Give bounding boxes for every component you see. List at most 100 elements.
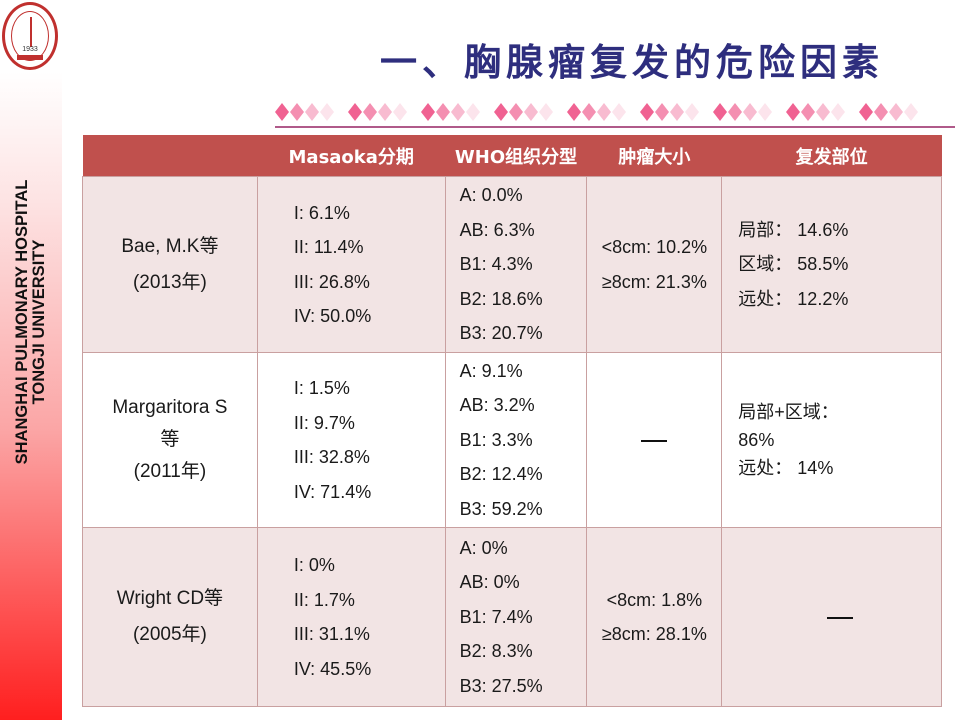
sidebar-gradient-band: SHANGHAI PULMONARY HOSPITAL TONGJI UNIVE…	[0, 72, 62, 720]
recurrence-site-list	[721, 527, 942, 707]
not-available-dash	[587, 423, 721, 458]
tumor-size-list-item: ≥8cm: 21.3%	[601, 271, 707, 292]
who-type-list-item: B1: 3.3%	[459, 429, 533, 450]
recurrence-site-list: 局部+区域： 86% 远处： 14%	[721, 352, 942, 528]
masaoka-stage-list-item: IV: 71.4%	[293, 481, 372, 502]
who-type-list-item: B1: 7.4%	[459, 606, 533, 627]
who-type-list-item: A: 9.1%	[459, 360, 523, 381]
diamond-group	[786, 103, 845, 121]
study-year: (2013年)	[132, 271, 207, 293]
diamond-group	[713, 103, 772, 121]
who-type-list-item: B3: 27.5%	[459, 675, 543, 696]
diamond-group	[859, 103, 918, 121]
diamond-icon	[378, 103, 392, 121]
diamond-icon	[509, 103, 523, 121]
diamond-group	[567, 103, 626, 121]
header-site: 复发部位	[721, 135, 942, 177]
who-type-list-item: A: 0%	[459, 537, 508, 558]
study-year: (2011年)	[133, 461, 207, 482]
diamond-icon	[393, 103, 407, 121]
diamond-icon	[670, 103, 684, 121]
diamond-icon	[290, 103, 304, 121]
diamond-icon	[758, 103, 772, 121]
diamond-group	[494, 103, 553, 121]
masaoka-stage-list-item: III: 31.1%	[293, 624, 370, 644]
study-author: Margaritora S	[112, 397, 228, 418]
masaoka-stage-list: I: 6.1% II: 11.4% III: 26.8% IV: 50.0%	[256, 176, 446, 353]
tumor-size-list-item: ≥8cm: 28.1%	[601, 624, 707, 644]
diamond-icon	[597, 103, 611, 121]
table-row: Bae, M.K等 (2013年) I: 6.1% II: 11.4% III: 26.…	[82, 176, 942, 353]
diamond-icon	[859, 103, 873, 121]
diamond-group	[421, 103, 480, 121]
who-type-list: A: 0% AB: 0% B1: 7.4% B2: 8.3% B3: 27.5%	[444, 527, 588, 707]
not-available-dash	[738, 600, 941, 635]
who-type-list: A: 9.1% AB: 3.2% B1: 3.3% B2: 12.4% B3: 59.2…	[444, 352, 588, 528]
who-type-list-item: B2: 8.3%	[459, 641, 533, 662]
diamond-icon	[451, 103, 465, 121]
masaoka-stage-list: I: 1.5% II: 9.7% III: 32.8% IV: 71.4%	[256, 352, 446, 528]
tumor-size-list-item: <8cm: 10.2%	[601, 237, 708, 257]
diamond-icon	[363, 103, 377, 121]
logo-band	[17, 55, 43, 60]
table-row: Margaritora S 等 (2011年) I: 1.5% II: 9.7% III:…	[82, 352, 942, 528]
diamond-icon	[743, 103, 757, 121]
diamond-icon	[421, 103, 435, 121]
diamond-icon	[889, 103, 903, 121]
diamond-icon	[436, 103, 450, 121]
masaoka-stage-list-item: II: 9.7%	[293, 412, 355, 433]
study-author-extra: 等	[160, 429, 180, 450]
study-author-cell: Bae, M.K等 (2013年)	[82, 176, 258, 353]
study-year: (2005年)	[132, 624, 207, 645]
diamond-group	[348, 103, 407, 121]
diamond-icon	[539, 103, 553, 121]
who-type-list-item: B2: 12.4%	[459, 464, 543, 485]
sidebar-institution-text: SHANGHAI PULMONARY HOSPITAL TONGJI UNIVE…	[13, 179, 48, 465]
dash-icon	[826, 617, 853, 619]
recurrence-site-list-item: 区域： 58.5%	[738, 254, 849, 275]
diamond-icon	[786, 103, 800, 121]
recurrence-site-list: 局部： 14.6% 区域： 58.5% 远处： 12.2%	[721, 176, 942, 353]
masaoka-stage-list-item: I: 1.5%	[293, 378, 350, 398]
study-author: Wright CD等	[116, 588, 224, 609]
who-type-list-item: AB: 0%	[459, 572, 520, 593]
decorative-diamond-row	[275, 103, 918, 121]
masaoka-stage-list-item: I: 6.1%	[293, 202, 350, 223]
diamond-icon	[801, 103, 815, 121]
diamond-icon	[713, 103, 727, 121]
sidebar-line-2: TONGJI UNIVERSITY	[30, 239, 48, 405]
diamond-icon	[582, 103, 596, 121]
diamond-icon	[305, 103, 319, 121]
sidebar-line-1: SHANGHAI PULMONARY HOSPITAL	[13, 179, 31, 465]
logo-ring	[11, 11, 49, 61]
diamond-icon	[640, 103, 654, 121]
recurrence-site-list-item: 远处： 12.2%	[738, 288, 849, 309]
who-type-list-item: B1: 4.3%	[459, 254, 533, 275]
slide-title: 一、胸腺瘤复发的危险因素	[380, 40, 884, 84]
diamond-group	[275, 103, 334, 121]
masaoka-stage-list: I: 0% II: 1.7% III: 31.1% IV: 45.5%	[256, 527, 446, 707]
recurrence-site-list-item: 86%	[738, 430, 775, 450]
diamond-icon	[874, 103, 888, 121]
tumor-size-list: <8cm: 10.2% ≥8cm: 21.3%	[586, 176, 723, 353]
who-type-list-item: AB: 6.3%	[459, 219, 535, 240]
header-masaoka: Masaoka分期	[257, 135, 446, 177]
masaoka-stage-list-item: III: 32.8%	[293, 447, 370, 467]
header-who: WHO组织分型	[445, 135, 587, 177]
who-type-list-item: B3: 20.7%	[459, 323, 543, 344]
study-author: Bae, M.K等	[121, 235, 219, 257]
recurrence-site-list-item: 远处： 14%	[738, 458, 834, 478]
table-header-row: Masaoka分期 WHO组织分型 肿瘤大小 复发部位	[82, 135, 942, 177]
diamond-icon	[320, 103, 334, 121]
study-author-cell: Margaritora S 等 (2011年)	[82, 352, 258, 528]
study-author-cell: Wright CD等 (2005年)	[82, 527, 258, 707]
who-type-list-item: AB: 3.2%	[459, 395, 535, 416]
logo-year: 1933	[22, 46, 38, 53]
tumor-size-list	[586, 352, 723, 528]
diamond-icon	[904, 103, 918, 121]
diamond-icon	[831, 103, 845, 121]
diamond-icon	[494, 103, 508, 121]
table-row: Wright CD等 (2005年) I: 0% II: 1.7% III: 31.1%…	[82, 527, 942, 707]
hospital-logo: 1933	[2, 2, 58, 70]
who-type-list-item: B2: 18.6%	[459, 288, 543, 309]
